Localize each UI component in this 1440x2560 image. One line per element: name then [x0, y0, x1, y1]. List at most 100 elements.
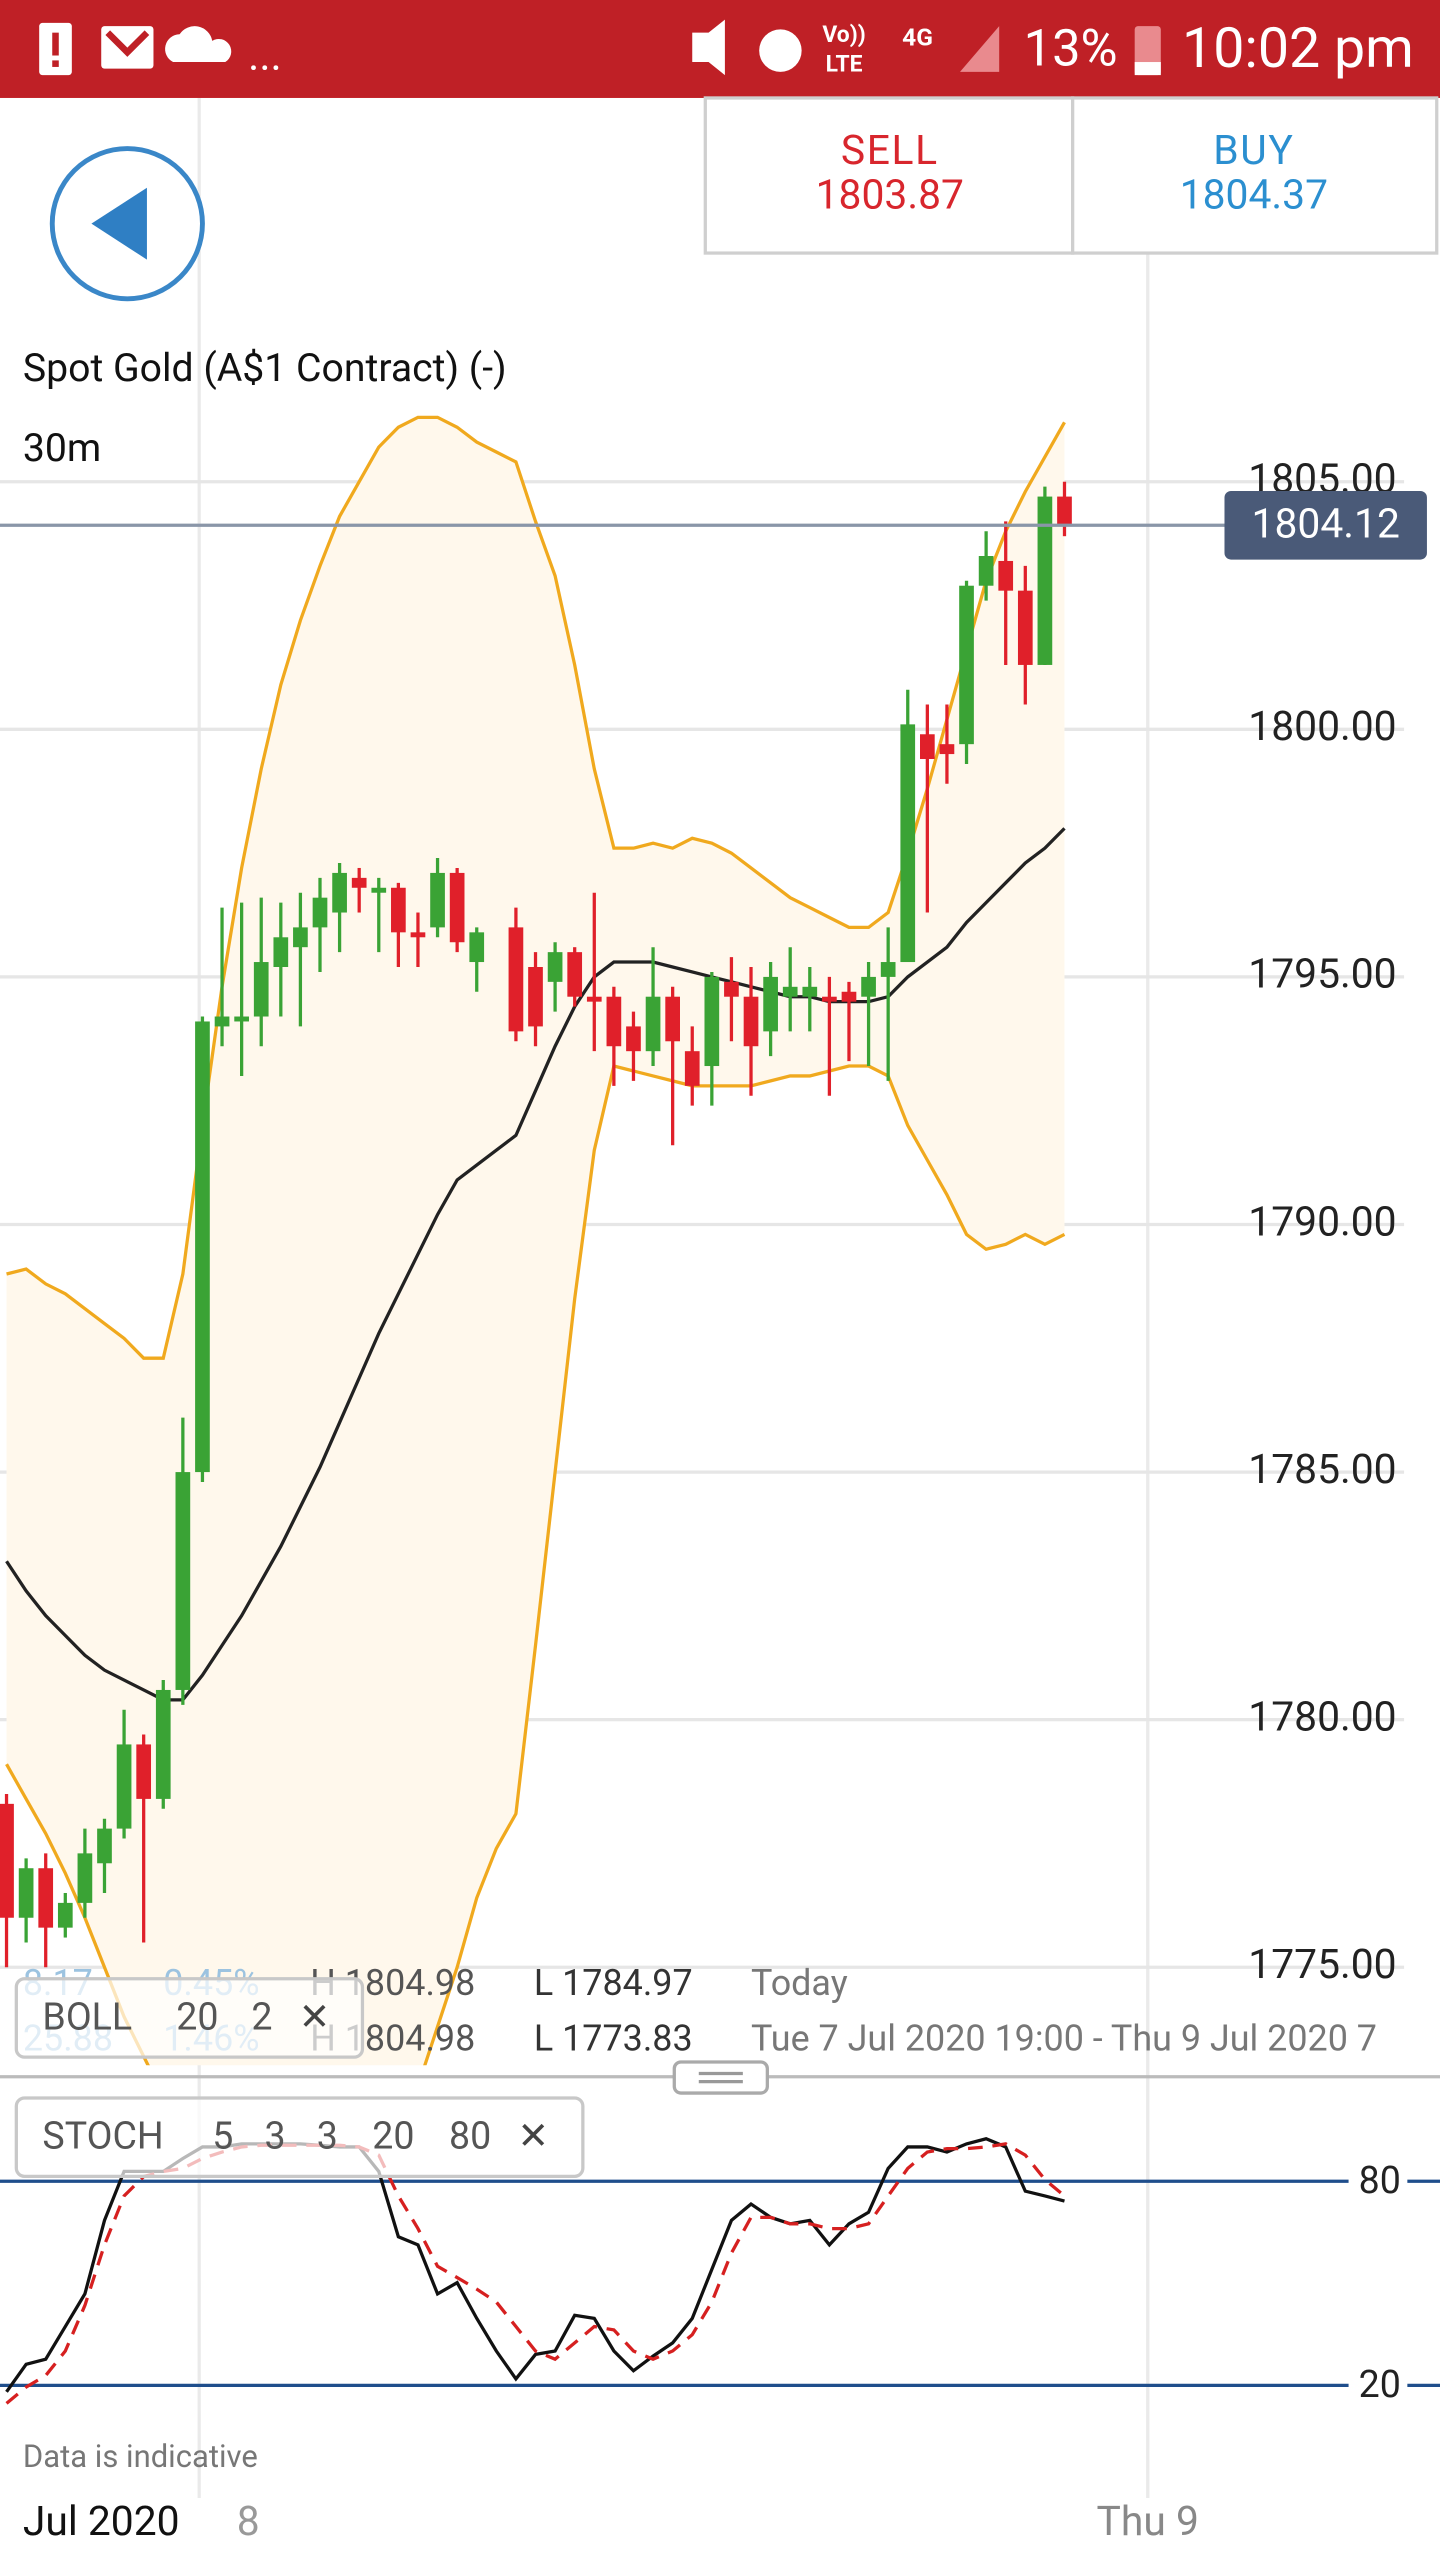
chip-text: 2 [251, 1996, 272, 2040]
candle-body [391, 887, 406, 933]
candle-body [449, 872, 465, 943]
stat-text: Tue 7 Jul 2020 19:00 - Thu 9 Jul 2020 7 [751, 2017, 1377, 2059]
candle-body [802, 986, 818, 997]
y-tick-label: 1800.00 [1248, 702, 1396, 750]
candle-body [978, 555, 994, 586]
candle-body [351, 877, 367, 888]
candle-body [900, 724, 916, 963]
candle-body [253, 962, 269, 1017]
y-tick-label: 1790.00 [1248, 1197, 1396, 1245]
x-axis-label: 8 [237, 2497, 260, 2545]
chip-close: ✕ [518, 2115, 549, 2159]
chip-text: STOCH [42, 2115, 163, 2159]
candle-body [684, 1051, 700, 1086]
y-tick-label: 1775.00 [1248, 1940, 1396, 1988]
candle-body [1037, 496, 1053, 665]
status-icons [39, 19, 1161, 76]
stat-text: L 1784.97 [534, 1962, 693, 2004]
stat-text: Today [751, 1962, 848, 2004]
indicator-chip[interactable]: BOLL 20 2 ✕ [14, 1977, 365, 2059]
candle-body [841, 991, 857, 1002]
candle-body [1017, 590, 1033, 665]
candle-body [1057, 496, 1072, 527]
stat-text: L 1773.83 [534, 2017, 693, 2059]
chip-text: 20 [372, 2115, 414, 2159]
sell-box [703, 96, 1075, 255]
candle-body [410, 932, 426, 938]
main-chart [0, 415, 1405, 2066]
chip-text: 80 [449, 2115, 491, 2159]
candle-body [195, 1021, 210, 1473]
candle-body [606, 996, 622, 1047]
candle-body [724, 981, 739, 997]
sell-price: 1803.87 [816, 170, 964, 218]
alert-dot [52, 60, 59, 67]
alarm-icon [759, 29, 802, 72]
chart-interval: 30m [23, 425, 101, 471]
candle-body [312, 897, 328, 928]
battery-level [1134, 62, 1161, 76]
candle-body [547, 952, 563, 982]
candle-body [567, 952, 583, 997]
chip-text: 5 [212, 2115, 233, 2159]
buy-price: 1804.37 [1180, 170, 1328, 218]
candle-body [371, 887, 387, 893]
x-axis-label: Jul 2020 [23, 2497, 180, 2545]
level-label-bg [1348, 2364, 1408, 2407]
sell-label: SELL [841, 126, 939, 174]
clock: 10:02 pm [1182, 16, 1414, 81]
y-tick-label: 1785.00 [1248, 1445, 1396, 1493]
candle-body [0, 1803, 14, 1918]
candle-body [18, 1868, 34, 1918]
candle-body [97, 1828, 112, 1864]
candle-body [214, 1016, 230, 1027]
chip-close: ✕ [299, 1996, 330, 2040]
candle-body [645, 996, 661, 1052]
candle-body [38, 1868, 54, 1928]
candle-body [116, 1744, 132, 1829]
level-label-bg [1348, 2160, 1408, 2203]
candle-body [77, 1853, 93, 1903]
current-price-box [1224, 491, 1427, 560]
battery-percent: 13% [1024, 20, 1118, 79]
plot-area [0, 415, 1072, 2066]
buy-button[interactable]: BUY 1804.37 [1071, 96, 1439, 255]
note: Data is indicative [23, 2438, 258, 2475]
chip-box [14, 1977, 365, 2059]
mute-icon [692, 19, 725, 76]
candle-body [469, 932, 485, 963]
y-tick-label: 20 [1359, 2363, 1401, 2407]
candle-body [430, 872, 445, 928]
cloud-icon [165, 26, 232, 63]
candle-body [939, 744, 955, 755]
candle-body [586, 996, 602, 1002]
buy-box [1071, 96, 1439, 255]
candle-body [293, 927, 308, 948]
y-tick-label: 80 [1359, 2159, 1401, 2203]
volte: Vo)) [822, 21, 865, 48]
mail-mark [105, 30, 150, 57]
x-axis-label: Thu 9 [1097, 2497, 1199, 2545]
chip-text: 3 [317, 2115, 338, 2159]
candle-body [743, 996, 759, 1047]
y-tick-label: 1795.00 [1248, 950, 1396, 998]
candle-body [136, 1744, 152, 1799]
candle-body [782, 986, 798, 997]
buy-label: BUY [1213, 126, 1294, 174]
back-button[interactable] [49, 146, 205, 302]
candle-body [998, 560, 1014, 591]
candle-body [155, 1689, 171, 1799]
chip-text: 20 [176, 1996, 218, 2040]
sell-button[interactable]: SELL 1803.87 [703, 96, 1075, 255]
indicator-chip[interactable]: STOCH 5 3 3 20 80 ✕ [14, 2096, 585, 2178]
candle-body [57, 1902, 73, 1928]
overlay: 1805.001800.001795.001790.001785.001780.… [0, 455, 1440, 2545]
status-dots: ... [248, 32, 282, 81]
current-price-label: 1804.12 [1252, 500, 1400, 548]
lte: LTE [826, 50, 863, 77]
chart-title: Spot Gold (A$1 Contract) (-) [23, 345, 507, 391]
candle-body [763, 976, 778, 1032]
candle-body [332, 872, 347, 913]
